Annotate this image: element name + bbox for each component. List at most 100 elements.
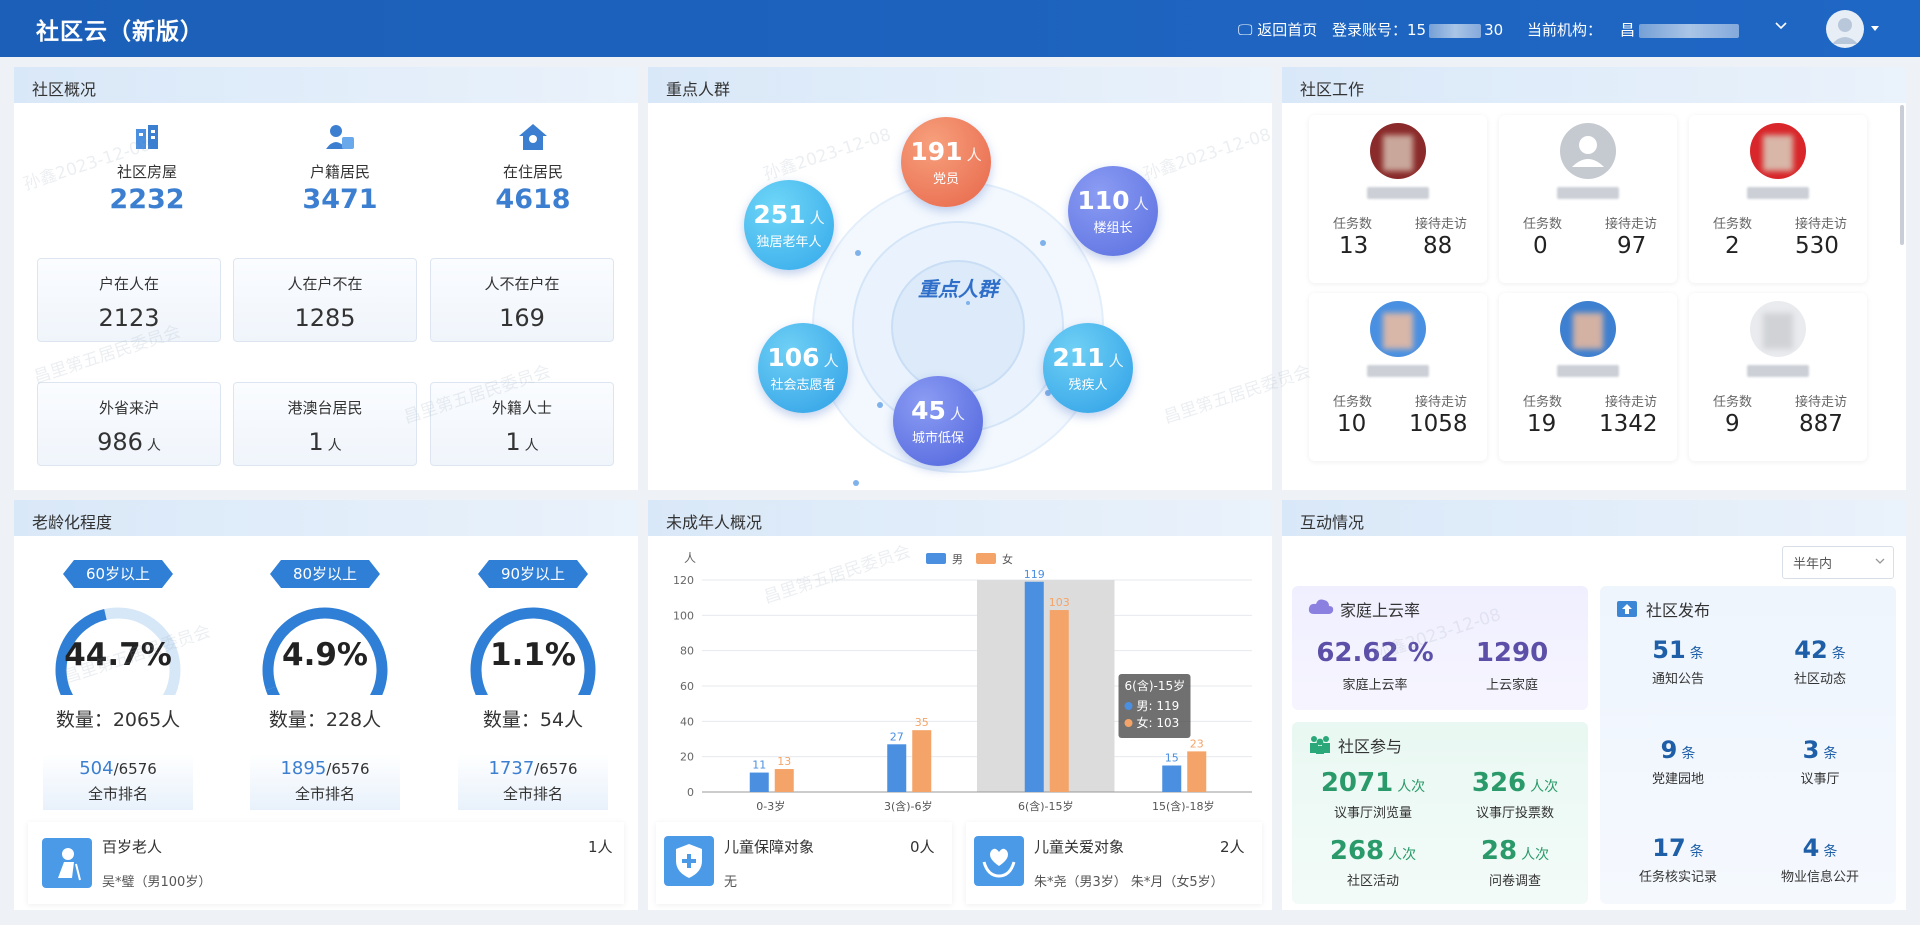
y-tick-label: 100 [673, 609, 694, 622]
y-tick-label: 40 [680, 715, 694, 728]
user-caret-icon[interactable] [1870, 19, 1880, 37]
city-rank: 1895/6576 全市排名 [250, 754, 400, 810]
bar-女 [1049, 610, 1069, 792]
worker-name-blurred [1557, 187, 1619, 199]
worker-name-blurred [1557, 365, 1619, 377]
tooltip-line: 女: 103 [1137, 715, 1180, 730]
worker-name-blurred [1747, 365, 1809, 377]
aging-panel: 老龄化程度 60岁以上 80岁以上 90岁以上 44.7% 4.9% 1.1% … [14, 500, 638, 910]
gauge-80 [262, 607, 388, 695]
card-household-only: 人不在户在 169 [430, 258, 614, 342]
bar-value-label: 35 [915, 716, 929, 729]
building-icon [136, 125, 158, 149]
app-title: 社区云（新版） [36, 19, 204, 45]
age-tag-90: 90岁以上 [478, 560, 588, 588]
bar-value-label: 103 [1049, 596, 1070, 609]
worker-card[interactable]: 任务数 接待走访 10 1058 [1309, 293, 1487, 461]
org-chevron-down-icon[interactable] [1774, 18, 1788, 36]
child-protection-card[interactable]: 儿童保障对象 0人 无 [656, 822, 952, 904]
gauge-count: 数量：2065人 [55, 709, 181, 731]
y-axis-label: 人 [684, 551, 696, 565]
upload-box-icon [1617, 601, 1637, 617]
worker-name-blurred [1747, 187, 1809, 199]
worker-card[interactable]: 任务数 接待走访 2 530 [1689, 115, 1867, 283]
account-info: 登录账号：15 30 [1332, 21, 1504, 39]
bar-value-label: 11 [752, 759, 766, 772]
top-bar: 社区云（新版） 🖵 返回首页 登录账号：15 30 当前机构： 昌 [0, 0, 1920, 57]
worker-avatar [1750, 301, 1806, 357]
bar-男 [887, 744, 907, 792]
city-rank: 504/6576 全市排名 [43, 754, 193, 810]
y-tick-label: 80 [680, 645, 694, 658]
card-foreigners: 外籍人士 1 人 [430, 382, 614, 466]
age-tag-60: 60岁以上 [63, 560, 173, 588]
centenarian-card[interactable]: 百岁老人 1人 吴*璧（男100岁） [28, 822, 624, 904]
minors-bar-chart[interactable]: 人 0 20 40 60 80 100 120 0-3岁 11 13 3(含)-6岁 27 35 6(含)-… [658, 544, 1268, 816]
worker-avatar [1560, 301, 1616, 357]
default-avatar-icon [1560, 123, 1616, 179]
bar-value-label: 15 [1165, 752, 1179, 765]
panel-title: 社区工作 [1282, 67, 1906, 103]
home-link[interactable]: 🖵 返回首页 [1238, 21, 1318, 39]
card-household-present: 户在人在 2123 [37, 258, 221, 342]
org-label: 当前机构： [1527, 21, 1603, 39]
user-avatar[interactable] [1826, 10, 1864, 48]
key-groups-panel: 重点人群 重点人群 191 人党员 110 人楼组长 211 人残疾人 45 人城市低保… [648, 67, 1272, 490]
bubble-building-leaders[interactable]: 110 人楼组长 [1068, 166, 1158, 256]
gauge-fill [265, 686, 280, 695]
gauge-percent: 4.9% [282, 637, 368, 673]
child-care-card[interactable]: 儿童关爱对象 2人 朱*尧（男3岁） 朱*月（女5岁） [966, 822, 1262, 904]
bubble-party-members[interactable]: 191 人党员 [901, 117, 991, 207]
resident-id-icon [326, 125, 354, 149]
gauge-percent: 1.1% [490, 637, 576, 673]
card-other-provinces: 外省来沪 986 人 [37, 382, 221, 466]
tooltip-line: 男: 119 [1137, 699, 1180, 713]
bar-男 [1162, 765, 1182, 792]
bar-value-label: 27 [890, 730, 904, 743]
y-tick-label: 0 [687, 786, 694, 799]
heart-hands-icon [974, 836, 1024, 886]
age-tag-80: 80岁以上 [270, 560, 380, 588]
gauge-count: 数量：228人 [268, 709, 382, 731]
bubble-low-income[interactable]: 45 人城市低保 [893, 376, 983, 466]
tooltip [1118, 674, 1191, 738]
gauge-60 [55, 607, 181, 695]
worker-card[interactable]: 任务数 接待走访 19 1342 [1499, 293, 1677, 461]
chevron-down-icon [1875, 558, 1885, 564]
family-cloud-box: 家庭上云率 62.62 % 家庭上云率 1290 上云家庭 [1292, 586, 1588, 710]
panel-title: 老龄化程度 [14, 500, 638, 536]
tooltip-marker [1124, 719, 1133, 727]
stat-registered: 户籍居民 3471 [270, 123, 410, 215]
minors-panel: 未成年人概况 人 0 20 40 60 80 100 120 0-3岁 11 13 3(含)-6岁 27… [648, 500, 1272, 910]
legend-label: 女 [1002, 552, 1013, 566]
scrollbar[interactable] [1900, 105, 1904, 245]
gauge-fill-rest [470, 607, 596, 695]
org-select[interactable]: 昌 [1620, 19, 1740, 40]
y-tick-label: 60 [680, 680, 694, 693]
card-person-present-only: 人在户不在 1285 [233, 258, 417, 342]
panel-title: 重点人群 [648, 67, 1272, 103]
worker-card[interactable]: 任务数 接待走访 13 88 [1309, 115, 1487, 283]
range-select[interactable]: 半年内 [1782, 546, 1894, 579]
bubble-disabled[interactable]: 211 人残疾人 [1043, 323, 1133, 413]
shield-plus-icon [664, 836, 714, 886]
bar-女 [912, 730, 932, 792]
community-overview-panel: 社区概况 社区房屋 2232 户籍居民 3471 在住居民 4618 户在人在 2… [14, 67, 638, 490]
card-hk-macau-taiwan: 港澳台居民 1 人 [233, 382, 417, 466]
gauge-percent: 44.7% [64, 637, 172, 673]
x-tick-label: 3(含)-6岁 [884, 799, 933, 813]
cloud-icon [1308, 599, 1334, 614]
worker-name-blurred [1367, 365, 1429, 377]
bar-value-label: 119 [1024, 568, 1045, 581]
worker-avatar [1370, 301, 1426, 357]
bubble-elderly-alone[interactable]: 251 人独居老年人 [744, 180, 834, 270]
center-label: 重点人群 [918, 277, 998, 301]
panel-title: 互动情况 [1282, 500, 1906, 536]
orbit-rings [812, 181, 1104, 486]
bubble-volunteers[interactable]: 106 人社会志愿者 [758, 323, 848, 413]
community-participation-box: 社区参与 2071 人次 议事厅浏览量 326 人次 议事厅投票数 268 人次 社区… [1292, 722, 1588, 904]
worker-card[interactable]: 任务数 接待走访 9 887 [1689, 293, 1867, 461]
worker-card[interactable]: 任务数 接待走访 0 97 [1499, 115, 1677, 283]
